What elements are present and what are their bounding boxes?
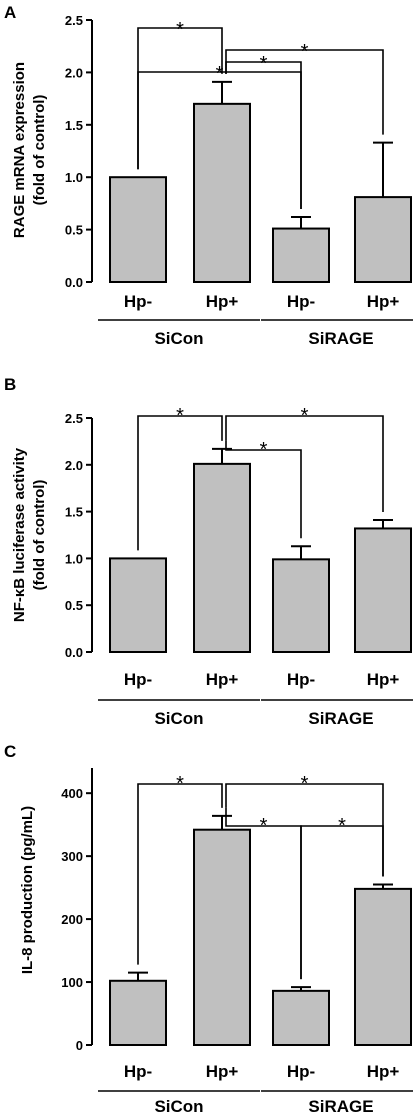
y-tick-label: 1.0: [65, 170, 83, 185]
x-category-label: Hp-: [124, 670, 152, 689]
x-category-label: Hp-: [124, 292, 152, 311]
y-tick-label: 400: [61, 786, 83, 801]
x-category-label: Hp+: [206, 1062, 239, 1081]
group-label: SiRAGE: [308, 1097, 373, 1114]
significance-star: *: [338, 815, 346, 837]
bar: [109, 176, 167, 283]
x-category-label: Hp-: [287, 1062, 315, 1081]
group-label: SiCon: [154, 1097, 203, 1114]
x-category-label: Hp+: [206, 670, 239, 689]
y-tick-label: 2.0: [65, 458, 83, 473]
bar: [354, 527, 412, 653]
group-label: SiCon: [154, 329, 203, 348]
significance-star: *: [260, 439, 268, 461]
bar: [272, 558, 330, 653]
bar: [354, 887, 412, 1047]
bar: [272, 227, 330, 284]
x-category-label: Hp+: [206, 292, 239, 311]
bar: [109, 979, 167, 1047]
y-axis-label: NF-κB luciferase activity: [11, 447, 28, 622]
significance-bracket: [225, 440, 302, 539]
y-tick-label: 1.5: [65, 118, 83, 133]
significance-star: *: [176, 773, 184, 795]
y-axis-label-unit: (fold of control): [31, 480, 48, 591]
significance-bracket: [137, 415, 223, 551]
significance-star: *: [260, 815, 268, 837]
y-tick-label: 1.0: [65, 551, 83, 566]
bar: [354, 196, 412, 283]
y-axis-label-unit: (fold of control): [31, 95, 48, 206]
x-category-label: Hp-: [124, 1062, 152, 1081]
significance-star: *: [301, 773, 309, 795]
significance-star: *: [176, 19, 184, 41]
x-category-label: Hp+: [367, 292, 400, 311]
group-label: SiCon: [154, 709, 203, 728]
y-tick-label: 100: [61, 975, 83, 990]
y-tick-label: 2.5: [65, 411, 83, 426]
y-tick-label: 0.0: [65, 645, 83, 660]
bar: [272, 989, 330, 1046]
y-axis-label: IL-8 production (pg/mL): [19, 806, 36, 974]
bar: [193, 462, 251, 654]
x-category-label: Hp+: [367, 670, 400, 689]
y-tick-label: 200: [61, 912, 83, 927]
significance-bracket: [137, 783, 223, 965]
x-category-label: Hp-: [287, 670, 315, 689]
y-tick-label: 2.5: [65, 13, 83, 28]
panel-letter: A: [4, 3, 16, 22]
y-tick-label: 0.5: [65, 598, 83, 613]
group-label: SiRAGE: [308, 709, 373, 728]
significance-bracket: [300, 825, 384, 980]
significance-bracket: [225, 61, 302, 210]
group-label: SiRAGE: [308, 329, 373, 348]
x-category-label: Hp-: [287, 292, 315, 311]
y-tick-label: 2.0: [65, 65, 83, 80]
significance-star: *: [216, 63, 224, 85]
y-tick-label: 0: [76, 1038, 83, 1053]
x-category-label: Hp+: [367, 1062, 400, 1081]
bar: [193, 828, 251, 1046]
significance-star: *: [260, 53, 268, 75]
y-axis-label: RAGE mRNA expression: [11, 62, 28, 238]
y-tick-label: 1.5: [65, 505, 83, 520]
y-tick-label: 0.5: [65, 223, 83, 238]
significance-bracket: [225, 415, 384, 513]
panel-letter: B: [4, 375, 16, 394]
y-tick-label: 0.0: [65, 275, 83, 290]
panel-letter: C: [4, 742, 16, 761]
y-tick-label: 300: [61, 849, 83, 864]
bar: [109, 557, 167, 654]
significance-star: *: [301, 405, 309, 427]
bar: [193, 102, 251, 283]
significance-star: *: [301, 41, 309, 63]
significance-star: *: [176, 405, 184, 427]
